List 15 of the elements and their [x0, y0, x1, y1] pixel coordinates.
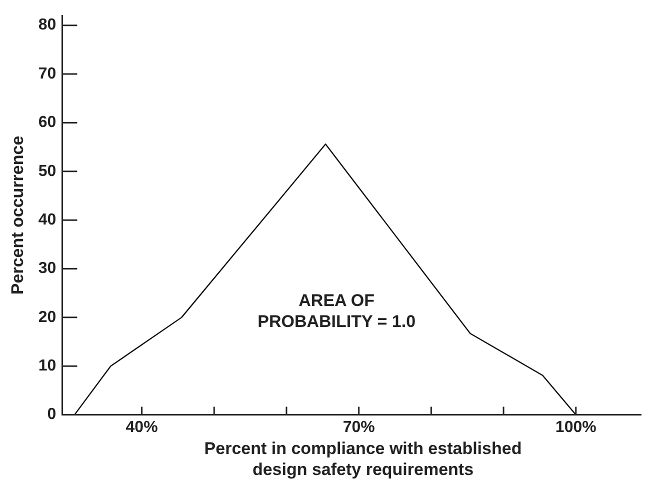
y-tick-label: 70 — [38, 65, 56, 82]
y-tick-label: 20 — [38, 308, 56, 326]
y-tick-label: 80 — [38, 16, 56, 34]
x-tick-label: 100% — [555, 418, 596, 436]
x-tick-label: 40% — [126, 418, 158, 436]
y-tick-label: 10 — [38, 358, 56, 375]
y-tick-label: 0 — [47, 406, 56, 424]
x-axis-title: Percent in compliance with established design safety requirements — [203, 438, 523, 480]
annotation: AREA OF PROBABILITY = 1.0 — [256, 290, 417, 332]
y-axis-title: Percent occurrence — [8, 136, 27, 295]
y-tick-label: 30 — [38, 260, 56, 278]
y-tick-label: 50 — [38, 162, 56, 180]
x-tick-label: 70% — [342, 418, 375, 436]
y-tick-label: 40 — [38, 211, 56, 228]
y-tick-label: 60 — [38, 114, 56, 132]
